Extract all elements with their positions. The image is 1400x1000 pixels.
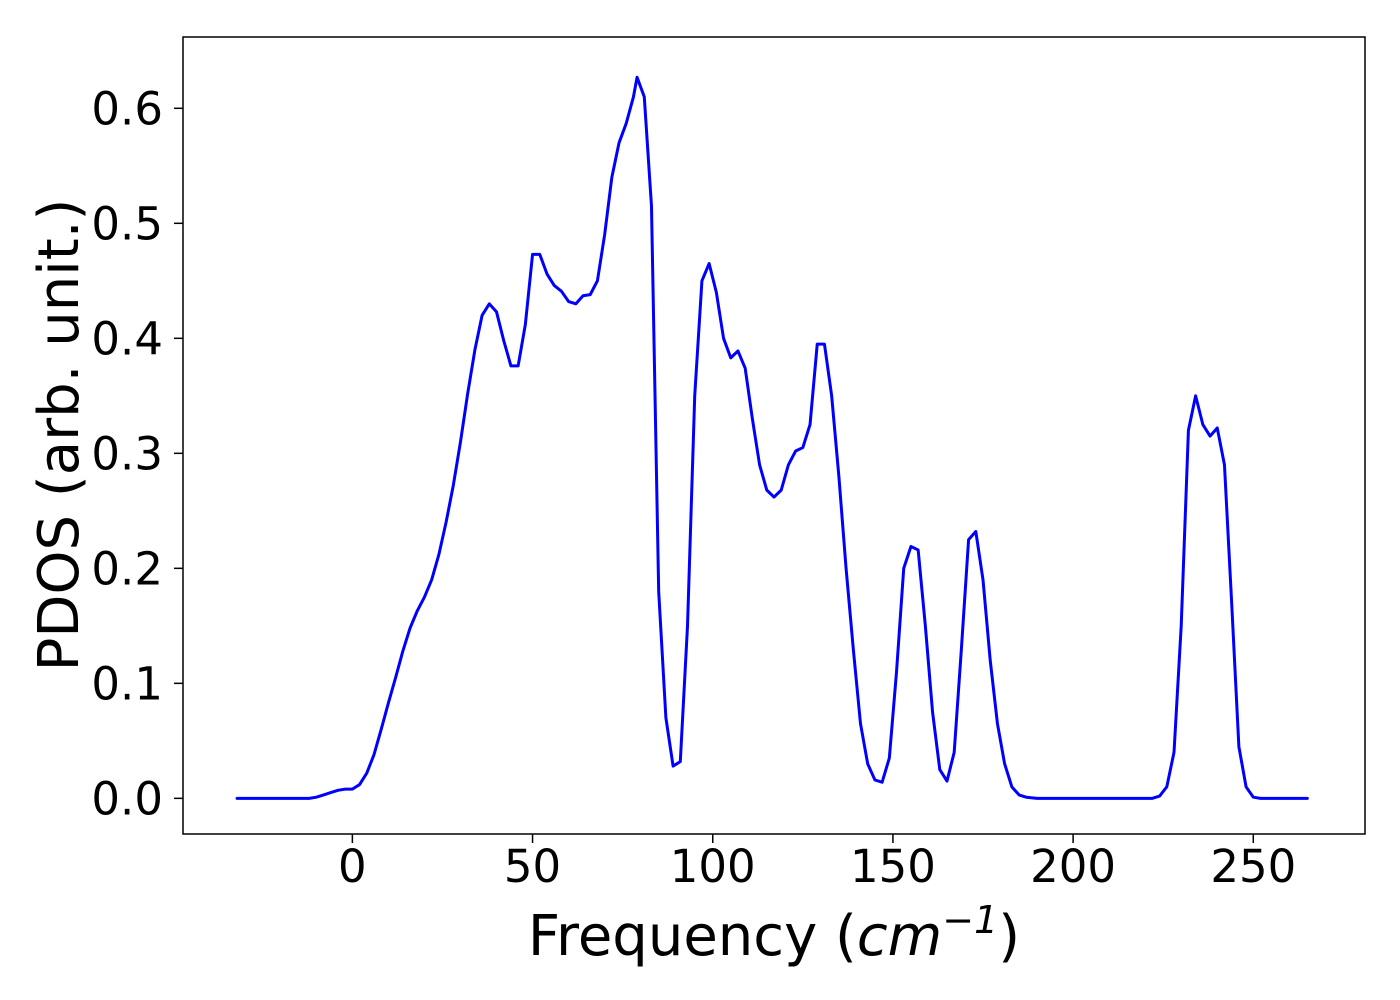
plot-area	[182, 36, 1366, 835]
x-axis-unit-open: (	[817, 904, 857, 969]
x-tick-label: 100	[670, 840, 756, 893]
x-tick-label: 150	[850, 840, 936, 893]
x-axis-unit-exp: −1	[942, 898, 998, 942]
y-tick-label: 0.3	[91, 427, 163, 480]
series-layer	[235, 75, 1309, 800]
x-axis-title: Frequency (cm−1)	[528, 898, 1020, 969]
x-axis-title-text: Frequency	[528, 904, 817, 969]
x-axis-unit-base: cm	[857, 904, 942, 969]
x-tick-label: 0	[338, 840, 367, 893]
x-tick-label: 200	[1030, 840, 1116, 893]
y-axis-title: PDOS (arb. unit.)	[27, 199, 92, 672]
x-axis-ticks: 0 50 100 150 200 250	[338, 834, 1296, 893]
x-axis-unit-close: )	[998, 904, 1020, 969]
y-tick-label: 0.6	[91, 82, 163, 135]
y-tick-label: 0.2	[91, 542, 163, 595]
pdos-series-line	[235, 75, 1309, 800]
y-tick-label: 0.0	[91, 772, 163, 825]
y-tick-label: 0.5	[91, 197, 163, 250]
y-tick-label: 0.1	[91, 657, 163, 710]
y-tick-label: 0.4	[91, 312, 163, 365]
x-tick-label: 250	[1210, 840, 1296, 893]
y-axis-ticks: 0.0 0.1 0.2 0.3 0.4 0.5 0.6	[91, 82, 183, 825]
x-tick-label: 50	[504, 840, 561, 893]
